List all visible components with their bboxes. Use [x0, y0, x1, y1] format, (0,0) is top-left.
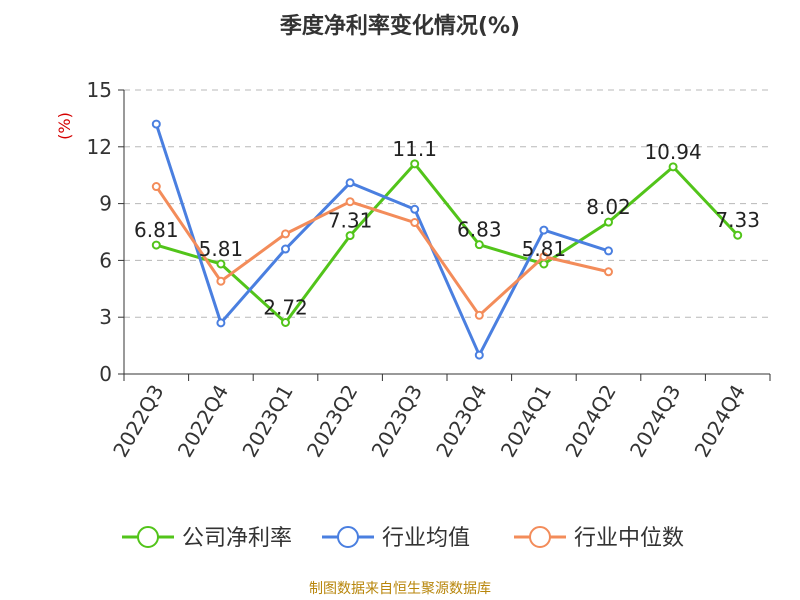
- series-point-0: [604, 217, 613, 227]
- y-tick-label: 0: [99, 362, 112, 386]
- series-point-0: [474, 240, 484, 250]
- x-tick-label: 2024Q2: [560, 381, 620, 462]
- series-point-2: [604, 267, 613, 277]
- series-point-1: [604, 246, 613, 256]
- series-layer: [151, 119, 743, 360]
- series-point-2: [345, 197, 355, 207]
- series-point-1: [216, 318, 226, 328]
- series-point-0: [345, 231, 355, 241]
- series-point-2: [216, 276, 226, 286]
- y-tick-label: 15: [87, 78, 112, 102]
- series-point-0: [539, 259, 549, 269]
- series-point-1: [151, 119, 161, 129]
- x-tick-label: 2024Q1: [496, 381, 556, 462]
- series-point-0: [410, 159, 420, 169]
- data-label: 6.83: [457, 218, 502, 242]
- series-line-2: [155, 185, 609, 317]
- legend-label-0: 公司净利率: [182, 526, 292, 551]
- series-point-0: [151, 240, 161, 250]
- series-point-1: [474, 350, 484, 360]
- data-label: 8.02: [586, 195, 631, 219]
- legend-label-2: 行业中位数: [574, 526, 684, 551]
- series-point-2: [539, 252, 549, 262]
- x-tick-label: 2022Q3: [108, 381, 168, 462]
- series-line-0: [155, 162, 739, 325]
- y-axis-unit-label: (%): [55, 112, 74, 140]
- series-point-2: [281, 229, 290, 239]
- data-label: 7.33: [715, 208, 760, 232]
- x-tick-label: 2023Q1: [237, 381, 297, 462]
- data-label: 5.81: [199, 237, 244, 261]
- x-tick-label: 2024Q4: [690, 381, 750, 462]
- series-point-0: [733, 230, 743, 240]
- data-label: 5.81: [522, 237, 567, 261]
- x-tick-label: 2024Q3: [625, 381, 685, 462]
- y-tick-label: 3: [99, 305, 112, 329]
- data-label: 6.81: [134, 218, 179, 242]
- legend: 公司净利率 行业均值 行业中位数: [122, 526, 684, 551]
- series-point-0: [668, 162, 678, 172]
- chart-title: 季度净利率变化情况(%): [279, 14, 521, 39]
- data-label: 7.31: [328, 209, 373, 233]
- series-point-2: [410, 218, 420, 228]
- legend-label-1: 行业均值: [382, 526, 470, 551]
- series-line-1: [154, 123, 609, 357]
- series-point-0: [281, 318, 290, 328]
- data-label: 2.72: [263, 296, 308, 320]
- y-tick-label: 6: [99, 248, 112, 272]
- data-label-layer: 6.81 5.81 2.72 7.31 11.1 6.83 5.81 8.02 10.94 7.3…: [134, 137, 760, 320]
- y-tick-label: 12: [87, 135, 112, 159]
- series-point-1: [281, 244, 290, 254]
- x-tick-label: 2022Q4: [173, 381, 233, 462]
- series-point-1: [345, 178, 355, 188]
- legend-marker-0: [137, 526, 159, 548]
- series-point-0: [216, 259, 226, 269]
- series-point-1: [410, 204, 420, 214]
- y-tick-label: 9: [99, 192, 112, 216]
- x-tick-label: 2023Q3: [367, 381, 427, 462]
- data-label: 11.1: [392, 137, 437, 161]
- series-point-2: [151, 182, 161, 192]
- series-point-1: [539, 225, 549, 235]
- source-note: 制图数据来自恒生聚源数据库: [309, 581, 491, 597]
- x-tick-label: 2023Q4: [431, 381, 491, 462]
- series-point-2: [474, 310, 484, 320]
- legend-marker-1: [337, 526, 359, 548]
- data-label: 10.94: [644, 140, 701, 164]
- x-tick-label: 2023Q2: [302, 381, 362, 462]
- legend-marker-2: [529, 526, 551, 548]
